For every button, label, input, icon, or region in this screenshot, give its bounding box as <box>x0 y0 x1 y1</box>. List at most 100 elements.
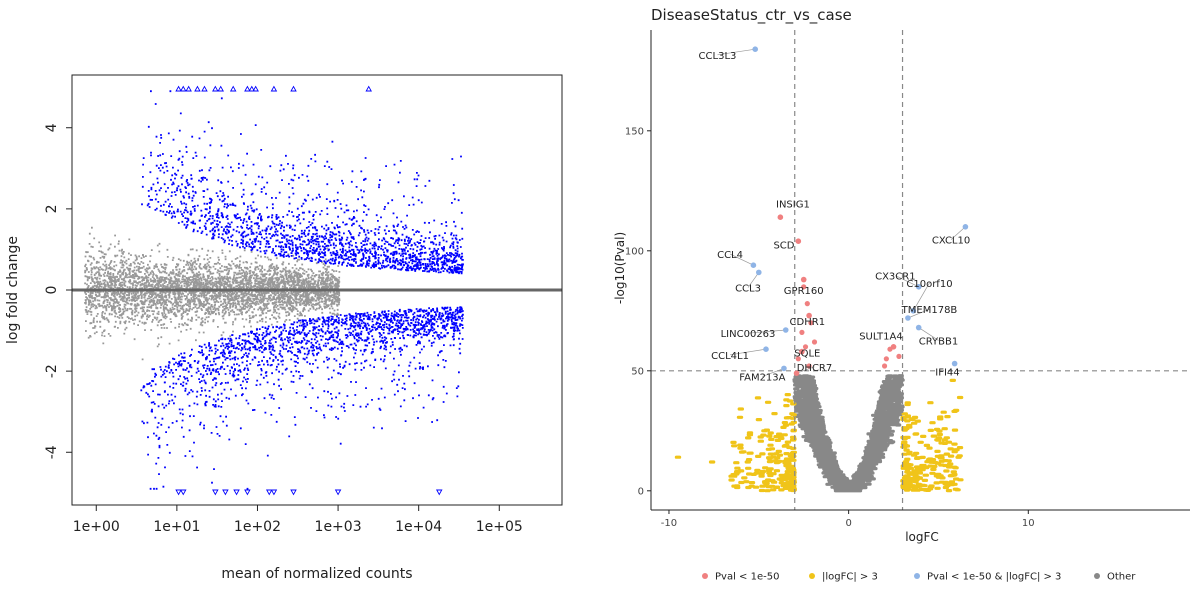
ma-outlier-down-8 <box>290 489 297 496</box>
volcano-gene-label-c10orf10: C10orf10 <box>906 279 952 290</box>
volcano-other-points <box>792 374 905 493</box>
ma-outlier-up-0 <box>175 85 182 92</box>
volcano-gene-label-ccl4: CCL4 <box>717 250 743 261</box>
volcano-gene-label-ccl4l1: CCL4L1 <box>711 351 749 362</box>
volcano-point-dhcr7 <box>793 370 800 377</box>
ma-x-tick-label-2: 1e+02 <box>234 519 281 535</box>
volcano-pval-point-1 <box>808 320 814 326</box>
volcano-x-tick-label-1: 0 <box>845 518 851 529</box>
ma-x-tick-label-3: 1e+03 <box>315 519 362 535</box>
volcano-pval-point-5 <box>795 356 801 362</box>
legend-label-0: Pval < 1e-50 <box>715 572 779 583</box>
volcano-label-leader-3 <box>729 253 754 266</box>
volcano-gene-label-cdhr1: CDHR1 <box>790 317 826 328</box>
volcano-x-tick-label-2: 10 <box>1022 518 1035 529</box>
volcano-label-leader-13 <box>895 275 919 288</box>
volcano-gene-label-cxcl10: CXCL10 <box>932 236 970 247</box>
ma-x-tick-label-1: 1e+01 <box>153 519 200 535</box>
volcano-point-linc00263 <box>782 327 789 333</box>
volcano-y-axis-label: -log10(Pval) <box>613 232 627 304</box>
volcano-label-leader-9 <box>729 348 767 356</box>
volcano-label-leader-14 <box>913 282 930 311</box>
volcano-point-scd <box>795 238 802 244</box>
volcano-pval-point-2 <box>799 329 805 335</box>
volcano-gene-label-linc00263: LINC00263 <box>721 329 776 340</box>
ma-y-tick-label-1: -2 <box>44 364 60 378</box>
volcano-pval-point-9 <box>801 284 807 290</box>
ma-outlier-down-5 <box>244 489 251 496</box>
ma-outlier-up-1 <box>179 85 187 92</box>
ma-outlier-down-10 <box>435 489 443 496</box>
ma-y-tick-label-3: 2 <box>44 204 60 213</box>
volcano-y-tick-label-1: 50 <box>631 366 644 377</box>
volcano-gene-label-ccl3l3: CCL3L3 <box>699 51 737 62</box>
ma-x-tick-label-5: 1e+05 <box>476 519 523 535</box>
ma-outlier-down-7 <box>270 489 278 496</box>
volcano-label-leader-15 <box>907 308 930 319</box>
ma-y-axis-label: log fold change <box>5 236 21 344</box>
volcano-pval-point-10 <box>806 363 812 369</box>
volcano-gene-label-cx3cr1: CX3CR1 <box>875 272 916 283</box>
volcano-pval-point-3 <box>811 339 818 345</box>
ma-outlier-up-9 <box>248 85 256 92</box>
legend-label-1: |logFC| > 3 <box>822 572 878 583</box>
volcano-y-tick-label-3: 150 <box>625 126 644 137</box>
ma-outlier-up-2 <box>185 85 192 92</box>
ma-outlier-up-6 <box>217 85 224 92</box>
volcano-plot: DiseaseStatus_ctr_vs_case CCL3L3 INSIG1 SC… <box>613 6 1190 583</box>
ma-outlier-up-5 <box>212 85 219 92</box>
legend-swatch-1 <box>809 573 815 579</box>
volcano-y-tick-label-2: 100 <box>625 246 644 257</box>
ma-outlier-up-11 <box>270 85 278 92</box>
ma-outlier-up-13 <box>365 85 372 92</box>
volcano-title: DiseaseStatus_ctr_vs_case <box>651 6 852 25</box>
ma-x-tick-label-0: 1e+00 <box>73 519 120 535</box>
volcano-x-axis-label: logFC <box>905 530 939 544</box>
ma-x-axis-label: mean of normalized counts <box>221 566 412 582</box>
ma-outlier-down-0 <box>175 489 182 496</box>
ma-plot: 1e+00 1e+01 1e+02 1e+03 1e+04 1e+05 -4 -2 0 2 4 me… <box>5 74 563 582</box>
volcano-point-gpr160 <box>800 276 807 283</box>
volcano-gene-label-crybb1: CRYBB1 <box>919 336 958 347</box>
volcano-point-c10orf10 <box>910 308 917 314</box>
volcano-label-leader-4 <box>747 272 760 288</box>
volcano-point-insig1 <box>777 214 784 220</box>
volcano-point-tmem178b <box>905 315 911 321</box>
ma-outlier-down-1 <box>179 489 187 496</box>
legend-swatch-3 <box>1094 573 1100 579</box>
volcano-gene-label-ccl3: CCL3 <box>735 284 761 295</box>
volcano-gene-label-ifi44: IFI44 <box>935 368 959 379</box>
ma-outlier-down-4 <box>233 489 240 496</box>
volcano-point-crybb1 <box>915 324 922 331</box>
volcano-point-ccl3 <box>756 269 762 276</box>
legend-swatch-0 <box>702 573 708 579</box>
volcano-gene-label-fam213a: FAM213A <box>739 372 785 383</box>
volcano-point-ifi44 <box>951 360 958 367</box>
volcano-point-fam213a <box>781 365 787 372</box>
volcano-gene-label-gpr160: GPR160 <box>784 286 824 297</box>
ma-outlier-down-2 <box>212 489 219 496</box>
volcano-point-cdhr1 <box>806 312 812 319</box>
volcano-logfc-points <box>674 378 964 493</box>
volcano-gene-label-scd: SCD <box>773 240 794 251</box>
volcano-gene-label-sqle: SQLE <box>794 348 820 359</box>
volcano-point-cxcl10 <box>962 224 969 230</box>
ma-y-tick-label-2: 0 <box>44 286 60 295</box>
ma-significant-points <box>140 90 464 490</box>
volcano-gene-labels: CCL3L3 INSIG1 SCD CCL4 CCL3 GPR160 CDHR1 LINC00… <box>699 46 970 383</box>
volcano-label-leader-0 <box>717 48 756 56</box>
ma-outlier-up-12 <box>290 85 297 92</box>
volcano-points-layer <box>674 284 964 493</box>
ma-outlier-up-8 <box>244 85 251 92</box>
ma-points-layer <box>72 85 562 496</box>
volcano-label-leader-10 <box>796 366 815 374</box>
volcano-label-leader-12 <box>950 226 966 240</box>
ma-x-tick-label-4: 1e+04 <box>395 519 442 535</box>
legend-swatch-2 <box>914 573 920 579</box>
ma-y-tick-label-4: 4 <box>44 123 60 132</box>
volcano-gene-label-tmem178b: TMEM178B <box>901 305 958 316</box>
legend-label-2: Pval < 1e-50 & |logFC| > 3 <box>927 572 1061 583</box>
volcano-threshold-lines <box>651 30 1190 510</box>
